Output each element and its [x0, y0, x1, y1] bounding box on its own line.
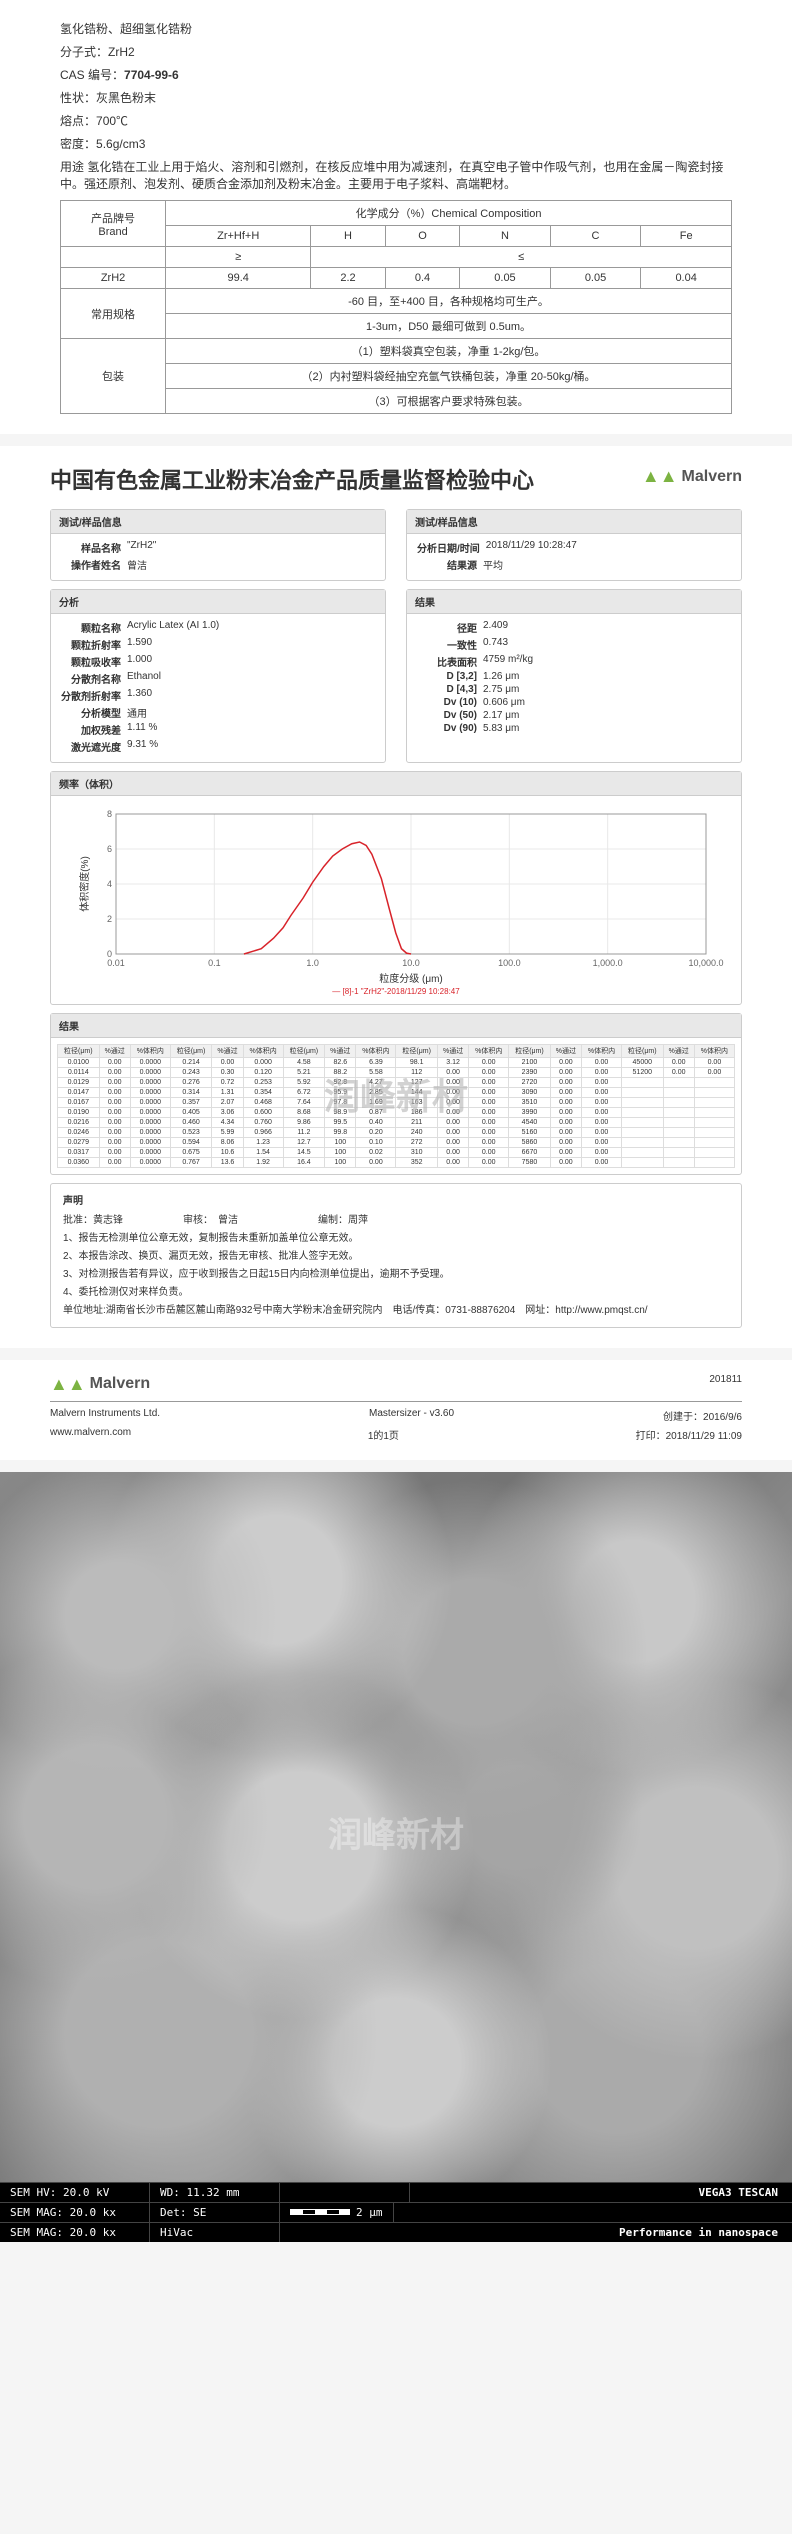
spec-density: 密度：5.6g/cm3: [60, 135, 732, 152]
svg-text:0.01: 0.01: [107, 958, 125, 968]
sem-hv: SEM HV: 20.0 kV: [0, 2183, 150, 2202]
svg-text:1,000.0: 1,000.0: [593, 958, 623, 968]
footer-company: Malvern Instruments Ltd.: [50, 1408, 160, 1423]
svg-text:8: 8: [107, 809, 112, 819]
approve-row: 批准：黄志锋 审核： 曾洁 编制：周萍: [63, 1211, 729, 1226]
footer-printed: 打印：2018/11/29 11:09: [636, 1427, 742, 1442]
sem-section: 润峰新材 SEM HV: 20.0 kV WD: 11.32 mm VEGA3 …: [0, 1472, 792, 2242]
td-spec-label: 常用规格: [61, 289, 166, 339]
th-brand: 产品牌号Brand: [61, 201, 166, 247]
sem-mag: SEM MAG: 20.0 kx: [0, 2203, 150, 2222]
table-row: 0.02460.000.00000.5235.990.96611.299.80.…: [58, 1127, 735, 1137]
report-footer: ▲▲Malvern 201811 Malvern Instruments Ltd…: [0, 1360, 792, 1460]
sample-info-box: 测试/样品信息 样品名称"ZrH2" 操作者姓名曾洁: [50, 509, 386, 581]
svg-text:100.0: 100.0: [498, 958, 521, 968]
table-row: 0.01000.000.00000.2140.000.0004.5882.66.…: [58, 1057, 735, 1067]
svg-text:粒度分级 (μm): 粒度分级 (μm): [379, 972, 443, 984]
sem-brand: VEGA3 TESCAN: [685, 2183, 792, 2202]
svg-text:4: 4: [107, 879, 112, 889]
malvern-icon: ▲▲: [642, 466, 678, 487]
table-row: 0.01470.000.00000.3141.310.3546.7295.92.…: [58, 1087, 735, 1097]
svg-text:6: 6: [107, 844, 112, 854]
sem-info-bar: SEM HV: 20.0 kV WD: 11.32 mm VEGA3 TESCA…: [0, 2182, 792, 2242]
report-header: 中国有色金属工业粉末冶金产品质量监督检验中心 ▲▲Malvern: [50, 466, 742, 497]
th-col: O: [385, 226, 459, 247]
spec-mp: 熔点：700℃: [60, 112, 732, 129]
malvern-logo-footer: ▲▲Malvern: [50, 1374, 150, 1395]
footer-software: Mastersizer - v3.60: [369, 1408, 454, 1423]
footer-created: 创建于：2016/9/6: [663, 1408, 742, 1423]
sem-mag2: SEM MAG: 20.0 kx: [0, 2223, 150, 2242]
sem-micrograph: 润峰新材: [0, 1472, 792, 2192]
sem-scale: 2 μm: [280, 2203, 394, 2222]
table-row: 0.03170.000.00000.67510.61.5414.51000.02…: [58, 1147, 735, 1157]
svg-text:0: 0: [107, 949, 112, 959]
spec-state: 性状：灰黑色粉末: [60, 89, 732, 106]
malvern-logo: ▲▲Malvern: [642, 466, 742, 487]
table-row: 0.02160.000.00000.4604.340.7609.8699.50.…: [58, 1117, 735, 1127]
chart-legend: — [8]-1 "ZrH2"-2018/11/29 10:28:47: [63, 987, 729, 996]
svg-text:体积密度(%): 体积密度(%): [78, 856, 91, 912]
svg-text:2: 2: [107, 914, 112, 924]
th-comp: 化学成分（%）Chemical Composition: [166, 201, 732, 226]
spec-cas: CAS 编号：7704-99-6: [60, 66, 732, 83]
sem-watermark: 润峰新材: [328, 1807, 464, 1856]
results-data-table: 粒径(μm)%通过%体积内粒径(μm)%通过%体积内粒径(μm)%通过%体积内粒…: [57, 1044, 735, 1168]
date-info-box: 测试/样品信息 分析日期/时间2018/11/29 10:28:47 结果源平均: [406, 509, 742, 581]
svg-text:0.1: 0.1: [208, 958, 221, 968]
report-title: 中国有色金属工业粉末冶金产品质量监督检验中心: [50, 466, 534, 497]
distribution-chart: 0.01 0.1 1.0 10.0 100.0 1,000.0 10,000.0 0 2 4 6 8 粒…: [63, 804, 729, 984]
sem-vac: HiVac: [150, 2223, 280, 2242]
sem-wd: WD: 11.32 mm: [150, 2183, 280, 2202]
th-col: H: [311, 226, 385, 247]
spec-formula: 分子式：ZrH2: [60, 43, 732, 60]
table-row: 0.01670.000.00000.3572.070.4687.6497.81.…: [58, 1097, 735, 1107]
sem-perf: Performance in nanospace: [605, 2223, 792, 2242]
composition-table: 产品牌号Brand 化学成分（%）Chemical Composition Zr…: [60, 200, 732, 414]
spec-section: 氢化锆粉、超细氢化锆粉 分子式：ZrH2 CAS 编号：7704-99-6 性状…: [0, 0, 792, 434]
spec-name: 氢化锆粉、超细氢化锆粉: [60, 20, 732, 37]
td-product: ZrH2: [61, 268, 166, 289]
footer-site: www.malvern.com: [50, 1427, 131, 1442]
distribution-chart-box: 频率（体积） 0.010.11.010.0100.01,000.010,000.…: [50, 771, 742, 1005]
th-col: C: [550, 226, 641, 247]
results-data-box: 结果 粒径(μm)%通过%体积内粒径(μm)%通过%体积内粒径(μm)%通过%体…: [50, 1013, 742, 1175]
td-pack-label: 包装: [61, 339, 166, 414]
footer-page: 1的1页: [368, 1427, 399, 1442]
declaration-box: 声明 批准：黄志锋 审核： 曾洁 编制：周萍 1、报告无检测单位公章无效，复制报…: [50, 1183, 742, 1328]
table-row: 0.01290.000.00000.2760.720.2535.9292.84.…: [58, 1077, 735, 1087]
table-row: 0.01140.000.00000.2430.300.1205.2188.25.…: [58, 1067, 735, 1077]
spec-use: 用途 氢化锆在工业上用于焰火、溶剂和引燃剂，在核反应堆中用为减速剂，在真空电子管…: [60, 158, 732, 192]
svg-text:1.0: 1.0: [306, 958, 319, 968]
table-row: 0.03600.000.00000.76713.61.9216.41000.00…: [58, 1157, 735, 1167]
table-row: 0.02790.000.00000.5948.061.2312.71000.10…: [58, 1137, 735, 1147]
th-col: Fe: [641, 226, 732, 247]
th-col: Zr+Hf+H: [166, 226, 311, 247]
analysis-box: 分析 颗粒名称Acrylic Latex (AI 1.0) 颗粒折射率1.590…: [50, 589, 386, 763]
report-section: 中国有色金属工业粉末冶金产品质量监督检验中心 ▲▲Malvern 测试/样品信息…: [0, 446, 792, 1348]
result-box: 结果 径距2.409 一致性0.743 比表面积4759 m²/kg D [3,…: [406, 589, 742, 763]
svg-text:10.0: 10.0: [402, 958, 420, 968]
svg-text:10,000.0: 10,000.0: [688, 958, 723, 968]
table-row: 0.01900.000.00000.4053.060.6008.6898.90.…: [58, 1107, 735, 1117]
sem-det: Det: SE: [150, 2203, 280, 2222]
th-col: N: [460, 226, 551, 247]
